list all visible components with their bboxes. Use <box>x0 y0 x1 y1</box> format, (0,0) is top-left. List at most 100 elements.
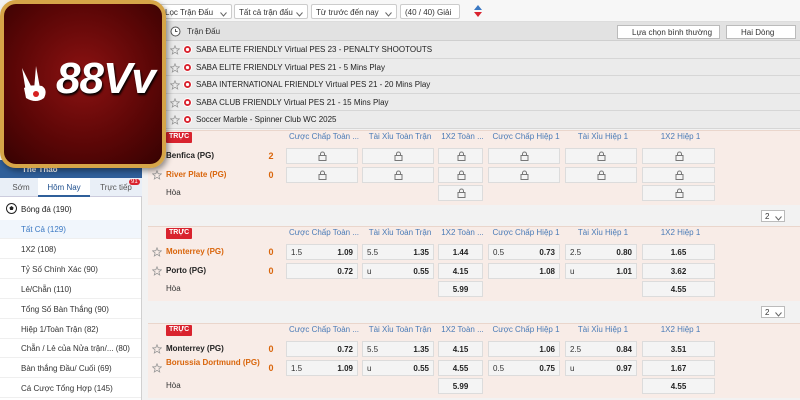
filter-button[interactable]: Từ trước đến nay <box>311 4 397 19</box>
league-row[interactable]: SABA INTERNATIONAL FRIENDLY Virtual PES … <box>142 76 800 94</box>
odds-cell[interactable]: 3.62 <box>642 262 715 279</box>
lock-icon <box>675 170 684 180</box>
lock-icon <box>597 170 606 180</box>
odds-cell[interactable]: u 0.97 <box>565 359 637 376</box>
sidebar-tab[interactable]: Trực tiếp <box>100 183 132 192</box>
filter-button[interactable]: Tất cả trận đấu <box>234 4 308 19</box>
lock-icon-svg <box>675 151 683 161</box>
league-row[interactable]: SABA ELITE FRIENDLY Virtual PES 21 - 5 M… <box>142 58 800 77</box>
odds-cell[interactable] <box>362 166 434 183</box>
odds-cell[interactable]: u 1.01 <box>565 262 637 279</box>
sidebar-tab[interactable]: Hôm Nay <box>38 178 90 197</box>
odds-cell[interactable]: 4.55 <box>642 378 715 394</box>
favorite-star <box>151 265 163 276</box>
row-mode-select[interactable]: Hai Dòng <box>726 25 796 39</box>
odds-cell[interactable]: 1.44 <box>438 244 483 260</box>
odds-cell[interactable] <box>565 148 637 164</box>
odds-cell[interactable] <box>488 148 560 164</box>
odds-cell[interactable]: 1.67 <box>642 359 715 376</box>
odds-cell[interactable]: 1.08 <box>488 262 560 279</box>
lock-icon <box>675 151 684 161</box>
filter-label: Tất cả trận đấu <box>239 8 293 17</box>
lock-icon-svg <box>597 170 606 180</box>
market-item[interactable]: Cá Cược Tổng Hợp (145) <box>0 379 141 399</box>
odds-price: 4.55 <box>670 285 687 294</box>
favorite-star <box>151 343 163 354</box>
odds-cell[interactable] <box>286 166 358 183</box>
sidebar-tab[interactable]: Sớm <box>12 183 30 192</box>
filter-button[interactable]: (40 / 40) Giải <box>400 4 460 19</box>
odds-cell[interactable]: u 0.55 <box>362 262 434 279</box>
view-mode-select[interactable]: Lựa chọn bình thường <box>617 25 720 39</box>
odds-cell[interactable] <box>438 166 483 183</box>
market-item[interactable]: Tổng Số Bàn Thắng (90) <box>0 300 141 319</box>
odds-cell[interactable]: 0.5 0.75 <box>488 359 560 376</box>
odds-price: 1.35 <box>413 248 429 257</box>
market-item[interactable]: 1X2 (108) <box>0 240 141 259</box>
page-select[interactable]: 2 <box>761 210 785 222</box>
page-select[interactable]: 2 <box>761 306 785 318</box>
odds-cell[interactable]: 4.55 <box>642 281 715 297</box>
odds-price: 3.62 <box>670 266 687 276</box>
favorite-star-svg <box>151 265 163 276</box>
dropdown-caret <box>296 10 303 17</box>
sort-icon <box>474 5 482 17</box>
odds-cell[interactable] <box>438 185 483 201</box>
odds-cell[interactable]: u 0.55 <box>362 359 434 376</box>
odds-cell[interactable] <box>286 148 358 164</box>
odds-cell[interactable]: 0.72 <box>286 262 358 279</box>
favorite-star-svg <box>169 62 181 73</box>
league-name: SABA INTERNATIONAL FRIENDLY Virtual PES … <box>196 80 431 90</box>
odds-cell[interactable]: 5.5 1.35 <box>362 244 434 260</box>
odds-cell[interactable]: 0.5 0.73 <box>488 244 560 260</box>
odds-cell[interactable] <box>565 166 637 183</box>
odds-cell[interactable]: 1.06 <box>488 341 560 357</box>
odds-cell[interactable]: 5.99 <box>438 378 483 394</box>
odds-cell[interactable]: 1.5 1.09 <box>286 359 358 376</box>
odds-cell[interactable] <box>642 185 715 201</box>
odds-cell[interactable]: 2.5 0.84 <box>565 341 637 357</box>
league-flag-svg <box>183 97 192 107</box>
odds-cell[interactable] <box>438 148 483 164</box>
draw-label: Hòa <box>166 284 181 293</box>
market-item[interactable]: Lẻ/Chẵn (110) <box>0 280 141 299</box>
odds-cell[interactable]: 2.5 0.80 <box>565 244 637 260</box>
market-item[interactable]: Tất Cả (129) <box>0 220 141 239</box>
odds-cell[interactable]: 3.51 <box>642 341 715 357</box>
odds-cell[interactable]: 5.5 1.35 <box>362 341 434 357</box>
league-flag <box>183 45 192 54</box>
odds-price: 1.35 <box>413 345 429 354</box>
odds-cell[interactable] <box>642 148 715 164</box>
odds-cell[interactable]: 4.15 <box>438 341 483 357</box>
column-header: 1X2 Hiệp 1 <box>660 228 701 237</box>
league-row[interactable]: SABA ELITE FRIENDLY Virtual PES 23 - PEN… <box>142 41 800 59</box>
clock-icon <box>170 26 181 37</box>
sort-icon-svg <box>474 5 482 17</box>
lock-icon-svg <box>394 151 403 161</box>
odds-price: 0.72 <box>337 345 353 354</box>
dropdown-caret <box>775 214 782 221</box>
odds-cell[interactable]: 5.99 <box>438 281 483 297</box>
column-header: Tài Xỉu Hiệp 1 <box>577 228 629 237</box>
league-row[interactable]: Soccer Marble - Spinner Club WC 2025 <box>142 111 800 129</box>
filter-label: Lọc Trận Đấu <box>165 8 214 17</box>
odds-cell[interactable]: 1.65 <box>642 244 715 260</box>
league-row[interactable]: SABA CLUB FRIENDLY Virtual PES 21 - 15 M… <box>142 93 800 112</box>
market-item[interactable]: Tỷ Số Chính Xác (90) <box>0 260 141 279</box>
lock-icon-svg <box>457 188 465 198</box>
league-flag <box>183 97 192 107</box>
market-item[interactable]: Hiệp 1/Toàn Trận (82) <box>0 320 141 339</box>
odds-cell[interactable]: 1.5 1.09 <box>286 244 358 260</box>
filter-label: Từ trước đến nay <box>316 8 379 17</box>
odds-cell[interactable]: 4.15 <box>438 262 483 279</box>
odds-cell[interactable] <box>642 166 715 183</box>
market-item[interactable]: Chẵn / Lẻ của Nửa trận/... (80) <box>0 339 141 359</box>
odds-cell[interactable]: 0.72 <box>286 341 358 357</box>
column-header: Cược Chấp Hiệp 1 <box>492 325 560 334</box>
odds-cell[interactable] <box>488 166 560 183</box>
market-item[interactable]: Bàn thắng Đầu/ Cuối (69) <box>0 359 141 379</box>
lock-icon <box>457 170 466 180</box>
column-header: 1X2 Toàn ... <box>441 228 484 237</box>
odds-cell[interactable]: 4.55 <box>438 359 483 376</box>
odds-cell[interactable] <box>362 148 434 164</box>
